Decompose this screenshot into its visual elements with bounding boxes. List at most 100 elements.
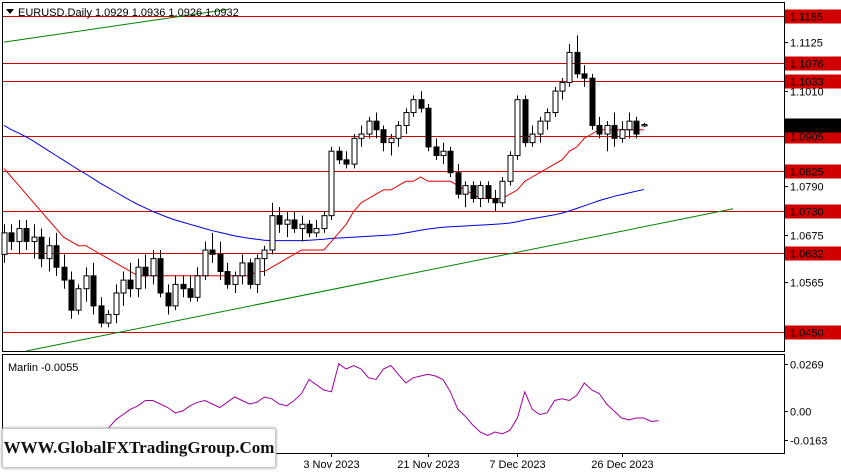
level-label-6: 1.0632 (790, 249, 824, 261)
current-price-box (785, 118, 841, 133)
candle-body-22 (165, 292, 172, 307)
candles: 1.0932 (1, 35, 841, 328)
candle-body-16 (120, 279, 127, 294)
candle-body-83 (619, 129, 626, 139)
candle-body-27 (202, 249, 209, 277)
candle-body-2 (16, 228, 23, 242)
candle-body-15 (113, 292, 120, 315)
candle-body-37 (276, 215, 283, 225)
candle-body-3 (23, 228, 30, 242)
candle-body-26 (194, 275, 201, 298)
candle-body-32 (239, 262, 246, 277)
candle-body-1 (8, 232, 15, 242)
current-price-label: 1.0932 (790, 121, 824, 133)
candle-body-13 (98, 305, 105, 324)
candle-body-58 (433, 146, 440, 157)
marlin-tick-label-2: -0.0163 (790, 436, 827, 448)
y-tick-label-2: 1.0790 (790, 182, 824, 194)
candle-body-44 (328, 150, 335, 217)
level-label-5: 1.0730 (790, 207, 824, 219)
candle-body-9 (68, 279, 75, 311)
candle-body-7 (53, 245, 60, 268)
candle-body-43 (321, 215, 328, 230)
candle-body-25 (187, 288, 194, 298)
watermark-text: WWW.GlobalFXTradingGroup.Com (3, 438, 275, 457)
candle-body-60 (447, 150, 454, 174)
candle-body-29 (217, 253, 224, 273)
x-tick-label-1: 21 Nov 2023 (397, 459, 459, 471)
candle-body-30 (224, 271, 231, 285)
level-label-box-5 (785, 204, 841, 219)
candle-body-50 (373, 120, 380, 131)
candle-body-24 (180, 283, 187, 290)
lower-trendline (26, 208, 734, 352)
candle-body-39 (291, 219, 298, 230)
y-tick-label-4: 1.0565 (790, 278, 824, 290)
candle-body-65 (485, 185, 492, 199)
candle-body-64 (477, 185, 484, 199)
candle-body-62 (462, 185, 469, 195)
level-label-box-0 (785, 9, 841, 24)
candle-body-17 (127, 279, 134, 290)
candle-body-18 (135, 266, 142, 290)
candle-body-6 (46, 245, 53, 260)
level-label-0: 1.1185 (790, 12, 823, 24)
candle-body-70 (522, 99, 529, 144)
candle-body-47 (351, 137, 358, 165)
marlin-indicator (4, 362, 659, 443)
level-label-box-7 (785, 325, 841, 340)
candle-body-28 (209, 249, 216, 255)
candle-body-46 (343, 159, 350, 165)
candle-body-68 (507, 155, 514, 182)
candle-body-74 (552, 90, 559, 114)
marlin-tick-label-1: 0.00 (790, 407, 811, 419)
level-label-1: 1.1076 (790, 59, 824, 71)
candle-body-55 (410, 99, 417, 114)
candle-body-14 (105, 313, 112, 324)
candle-body-11 (83, 275, 90, 290)
candle-body-82 (611, 124, 618, 139)
candle-body-12 (90, 275, 97, 307)
candle-body-49 (366, 120, 373, 135)
candle-body-71 (529, 133, 536, 144)
candle-body-35 (261, 249, 268, 260)
level-label-box-2 (785, 74, 841, 89)
candle-body-69 (514, 99, 521, 157)
level-label-3: 1.0905 (790, 132, 824, 144)
candle-body-38 (284, 219, 291, 225)
y-tick-label-0: 1.1125 (790, 38, 823, 50)
candle-body-67 (499, 180, 506, 204)
candle-body-61 (455, 172, 462, 195)
collapse-triangle-icon[interactable] (6, 9, 14, 14)
candle-body-63 (470, 185, 477, 199)
moving-averages (3, 124, 644, 277)
candle-body-34 (254, 258, 261, 285)
candle-body-66 (492, 197, 499, 204)
candle-body-53 (395, 124, 402, 139)
candle-body-78 (581, 73, 588, 79)
candle-body-21 (157, 258, 164, 294)
ma-fast-line (3, 129, 644, 277)
level-label-7: 1.0450 (790, 328, 824, 340)
candle-body-19 (142, 266, 149, 277)
candle-body-54 (403, 112, 410, 126)
level-label-4: 1.0825 (790, 167, 824, 179)
candle-body-81 (604, 124, 611, 135)
candle-body-36 (269, 215, 276, 251)
candle-body-33 (247, 262, 254, 285)
candle-body-80 (596, 124, 603, 135)
candle-body-51 (380, 129, 387, 144)
candle-body-45 (336, 150, 343, 161)
level-lines: 1.1185 1.1076 1.1033 1.0905 1.0825 1.0730 1.06… (3, 9, 841, 340)
level-label-box-6 (785, 246, 841, 261)
candle-body-20 (150, 258, 157, 277)
candle-body-72 (537, 120, 544, 135)
candle-body-5 (38, 236, 45, 260)
candle-body-76 (566, 51, 573, 83)
x-tick-label-3: 26 Dec 2023 (591, 459, 653, 471)
marlin-tick-label-0: 0.0269 (790, 360, 824, 372)
candle-body-59 (440, 150, 447, 157)
indicator-title: Marlin -0.0055 (8, 362, 78, 374)
level-label-box-4 (785, 164, 841, 179)
candle-body-0 (1, 232, 8, 255)
